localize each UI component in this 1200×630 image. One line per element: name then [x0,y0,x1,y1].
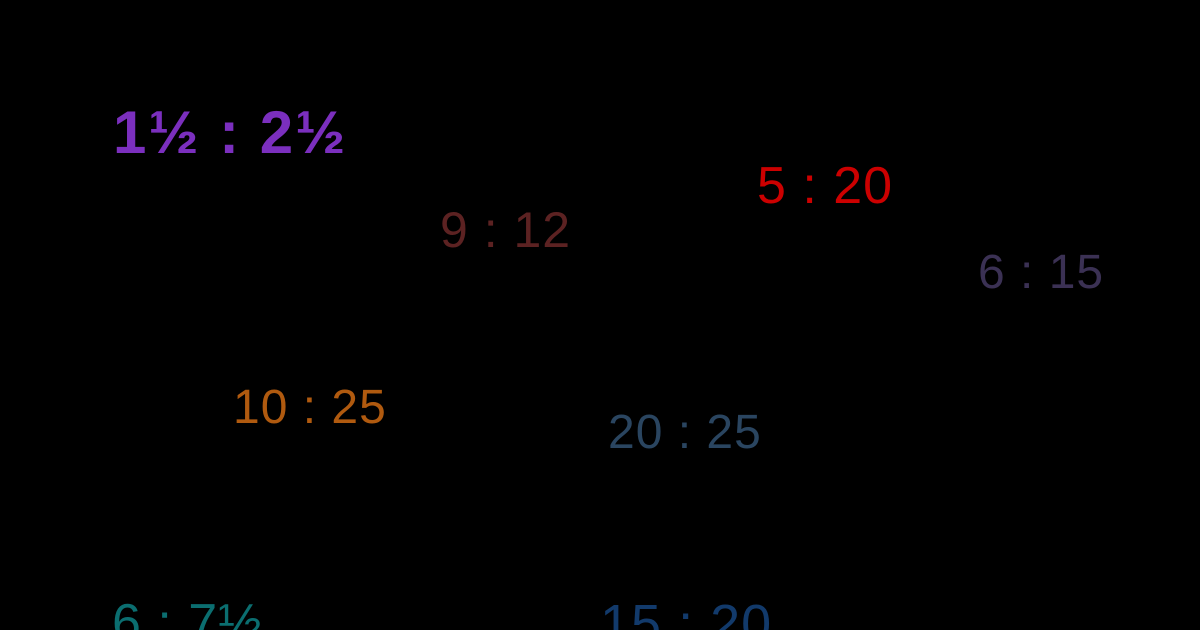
ratio-label-1half-2half: 1½ : 2½ [113,99,348,166]
ratio-label-10-25: 10 : 25 [233,381,387,434]
ratio-label-5-20: 5 : 20 [757,157,894,215]
ratio-label-6-15: 6 : 15 [978,246,1105,299]
ratio-label-6-7half: 6 : 7½ [112,594,263,630]
ratio-label-15-20: 15 : 20 [600,594,773,630]
ratio-label-9-12: 9 : 12 [440,202,572,258]
ratio-label-20-25: 20 : 25 [608,406,762,459]
